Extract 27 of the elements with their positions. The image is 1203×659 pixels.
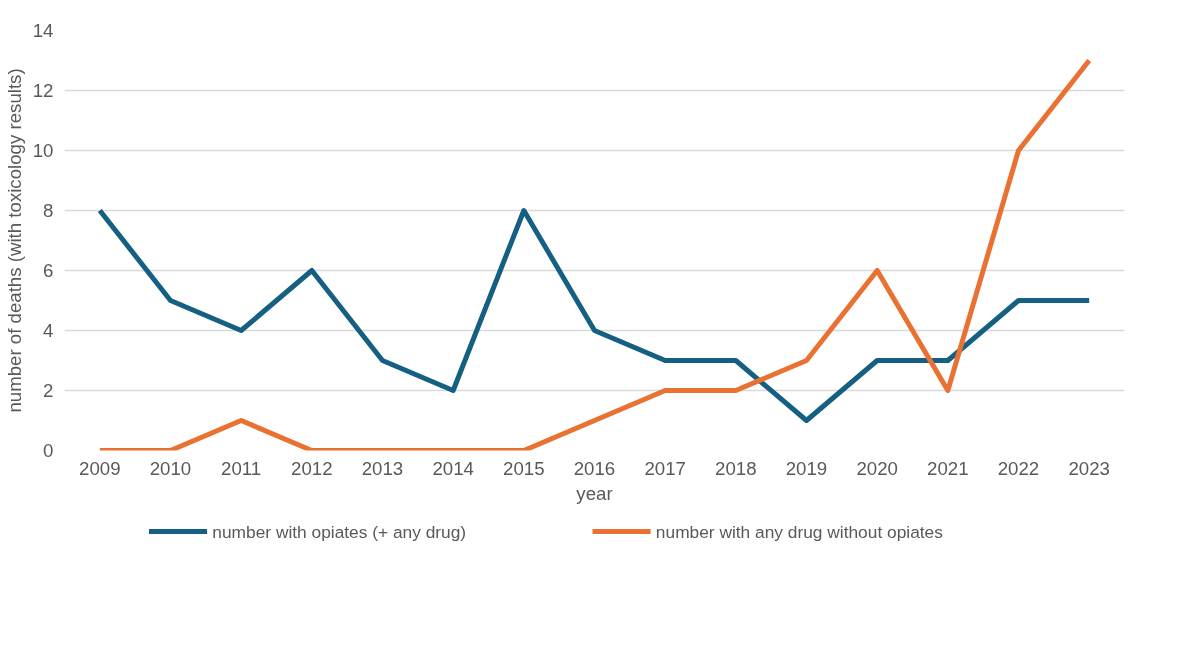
x-tick-label: 2021 <box>927 457 969 479</box>
x-tick-label: 2022 <box>997 457 1040 479</box>
x-tick-label: 2017 <box>644 457 686 479</box>
y-tick-label: 10 <box>32 140 54 161</box>
x-tick-label: 2020 <box>856 457 898 479</box>
y-axis-title: number of deaths (with toxicology results) <box>3 68 25 413</box>
legend-label: number with opiates (+ any drug) <box>212 521 467 542</box>
y-tick-label: 6 <box>43 260 54 281</box>
y-tick-label: 14 <box>32 20 54 41</box>
y-tick-label: 8 <box>43 200 54 221</box>
x-axis-title: year <box>576 482 613 504</box>
x-tick-label: 2018 <box>715 457 757 479</box>
x-tick-label: 2016 <box>573 457 616 479</box>
x-tick-label: 2013 <box>361 457 404 479</box>
x-tick-label: 2015 <box>503 457 545 479</box>
y-tick-label: 12 <box>32 80 54 101</box>
x-tick-label: 2010 <box>149 457 192 479</box>
y-tick-label: 0 <box>43 440 54 461</box>
y-tick-label: 2 <box>43 380 54 401</box>
x-tick-label: 2012 <box>291 457 333 479</box>
x-tick-label: 2014 <box>432 457 474 479</box>
y-tick-label: 4 <box>43 320 54 341</box>
legend-label: number with any drug without opiates <box>655 521 944 542</box>
x-tick-label: 2023 <box>1068 457 1110 479</box>
x-tick-label: 2009 <box>79 457 121 479</box>
x-tick-label: 2019 <box>785 457 828 479</box>
x-tick-label: 2011 <box>221 457 262 479</box>
